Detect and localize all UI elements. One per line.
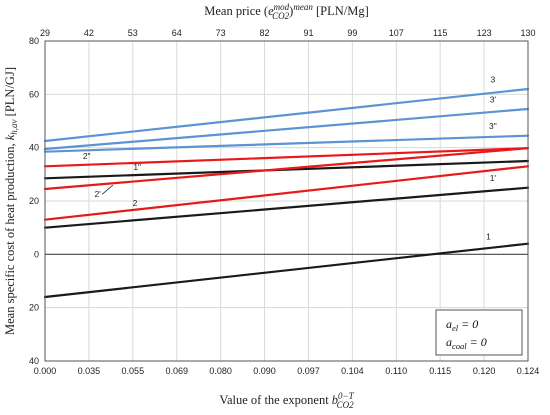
y-tick-label: 0 (34, 249, 39, 259)
top-tick-label: 115 (433, 28, 447, 38)
x-tick-label: 0.090 (253, 366, 276, 376)
series-line (43, 107, 530, 151)
y-tick-label: 80 (29, 36, 39, 46)
series-lines (43, 87, 530, 299)
y-tick-label: 20 (29, 303, 39, 313)
curve-label: 3" (489, 121, 497, 131)
series-line (43, 165, 530, 221)
series-line (43, 186, 530, 229)
top-tick-label: 99 (347, 28, 357, 38)
x-tick-label: 0.000 (34, 366, 57, 376)
curve-label: 3' (490, 94, 497, 104)
plot-frame (44, 40, 529, 362)
plot-border (44, 40, 529, 362)
top-tick-label: 29 (40, 28, 50, 38)
top-tick-label: 42 (84, 28, 94, 38)
parameter-a-el: ael = 0 (446, 317, 478, 333)
curve-label: 3 (491, 74, 496, 84)
parameter-box-frame (435, 309, 523, 356)
x-tick-label: 0.097 (297, 366, 320, 376)
x-tick-label: 0.115 (429, 366, 451, 376)
curve-label: 2' (95, 189, 102, 199)
top-tick-label: 53 (128, 28, 138, 38)
x-axis-title: Value of the exponent b0−T CO2 (219, 391, 354, 410)
parameter-a-coal: acoal = 0 (446, 335, 487, 351)
y-tick-label: 40 (29, 143, 39, 153)
x-tick-label: 0.055 (122, 366, 145, 376)
curve-label: 1' (490, 173, 497, 183)
top-tick-label: 64 (172, 28, 182, 38)
y-tick-label: 20 (29, 196, 39, 206)
curve-labels: 3 3' 3" 2" 1" 2' 2 1' 1 (83, 74, 497, 241)
series-line (43, 147, 530, 168)
top-tick-label: 73 (216, 28, 226, 38)
curve-label: 1 (486, 232, 491, 242)
series-line (43, 242, 530, 299)
top-tick-label: 91 (303, 28, 313, 38)
parameter-box: ael = 0 acoal = 0 (435, 309, 523, 356)
curve-label: 2" (83, 151, 91, 161)
x-tick-label: 0.110 (385, 366, 407, 376)
top-axis-title: Mean price (emod CO2)mean [PLN/Mg] (204, 2, 369, 21)
series-line (43, 134, 530, 153)
curve-label: 1" (133, 162, 141, 172)
x-tick-label: 0.120 (473, 366, 496, 376)
x-tick-label: 0.080 (209, 366, 232, 376)
x-tick-label: 0.124 (517, 366, 540, 376)
y-tick-label: 40 (29, 356, 39, 366)
top-tick-label: 130 (520, 28, 535, 38)
x-tick-label: 0.069 (165, 366, 188, 376)
series-line (43, 147, 530, 191)
y-axis-title: Mean specific cost of heat production, k… (3, 67, 19, 335)
x-tick-label: 0.035 (78, 366, 101, 376)
y-tick-label: 60 (29, 89, 39, 99)
label-leader-line (101, 184, 114, 195)
tick-labels: 0.000 0.035 0.055 0.069 0.080 0.090 0.097 0.104… (29, 28, 539, 376)
series-line (43, 87, 530, 143)
top-tick-label: 82 (260, 28, 270, 38)
top-tick-label: 107 (389, 28, 404, 38)
top-tick-label: 123 (477, 28, 492, 38)
curve-label: 2 (133, 198, 138, 208)
x-tick-label: 0.104 (341, 366, 364, 376)
